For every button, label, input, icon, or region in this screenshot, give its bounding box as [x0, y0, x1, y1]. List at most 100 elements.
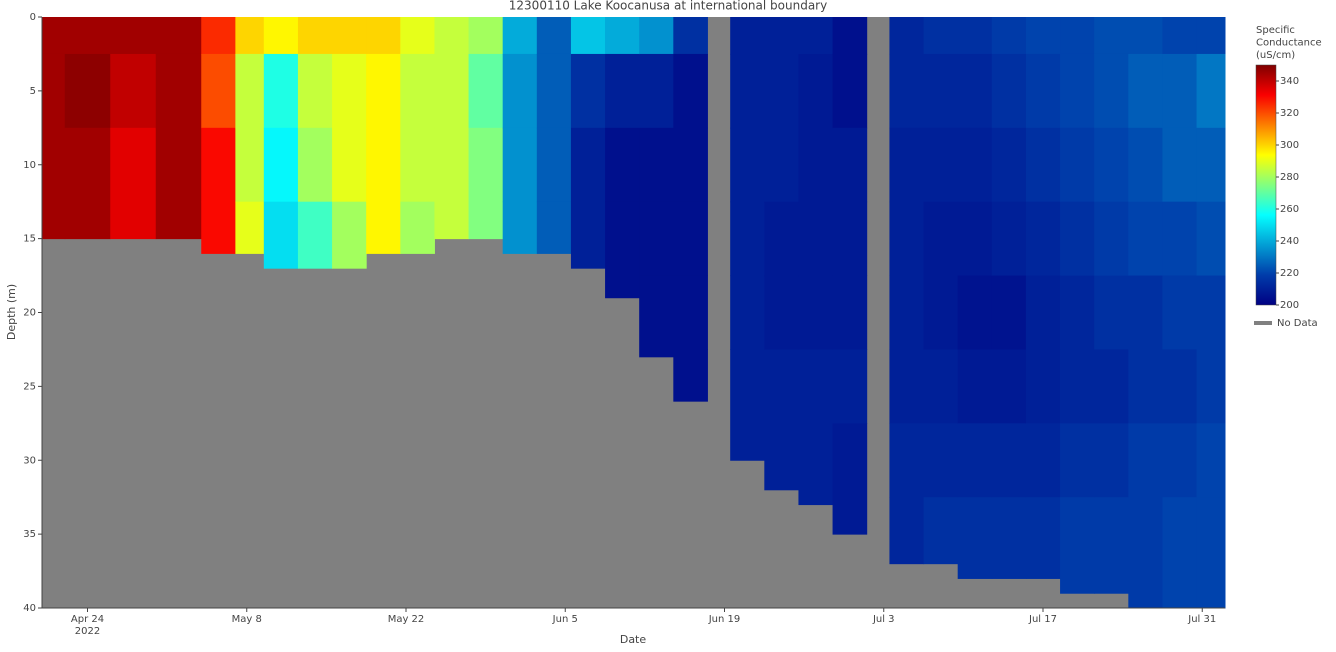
heat-cell: [764, 17, 799, 55]
heat-cell: [1094, 497, 1129, 594]
heat-cell: [673, 53, 708, 129]
heat-cell: [1060, 127, 1095, 203]
heat-cell: [764, 201, 799, 277]
heat-cell: [730, 275, 765, 350]
heat-cell: [1094, 53, 1129, 129]
heat-cell: [798, 53, 834, 129]
heat-cell: [798, 423, 834, 506]
legend-label: No Data: [1277, 318, 1318, 329]
heat-cell: [297, 17, 333, 55]
heat-cell: [1025, 127, 1061, 203]
colorbar-tick-label: 340: [1280, 76, 1299, 87]
colorbar-tick-label: 260: [1280, 204, 1299, 215]
heat-cell: [400, 201, 435, 254]
colorbar-tick-label: 220: [1280, 268, 1299, 279]
heat-cell: [1060, 423, 1095, 498]
heat-cell: [1162, 349, 1198, 424]
heat-cell: [1162, 201, 1198, 277]
heat-cell: [889, 497, 925, 565]
heat-cell: [155, 53, 202, 129]
heat-cell: [235, 201, 265, 254]
colorbar-tick-label: 300: [1280, 140, 1299, 151]
heat-cell: [730, 17, 765, 55]
heat-cell: [991, 127, 1027, 203]
heat-cell: [1128, 275, 1163, 350]
heat-cell: [605, 53, 640, 129]
y-tick-label: 20: [23, 308, 36, 319]
heat-cell: [201, 127, 236, 203]
heat-cell: [1196, 53, 1226, 129]
heat-cell: [1025, 201, 1061, 277]
heat-cell: [957, 201, 993, 277]
heat-cell: [1128, 349, 1163, 424]
heat-cell: [468, 17, 504, 55]
heat-cell: [366, 201, 401, 254]
heat-cell: [502, 17, 538, 55]
heat-cell: [798, 201, 834, 277]
x-tick-label: Jun 19: [708, 614, 741, 625]
heat-cell: [536, 53, 572, 129]
x-tick-label: Jul 31: [1187, 614, 1216, 625]
heat-cell: [832, 53, 868, 129]
heat-cell: [536, 201, 572, 254]
heat-cell: [332, 201, 367, 269]
heat-cell: [991, 53, 1027, 129]
heat-cell: [1094, 127, 1129, 203]
heat-cell: [798, 349, 834, 424]
heat-cell: [605, 201, 640, 299]
heat-cell: [434, 17, 470, 55]
heat-cell: [42, 53, 66, 129]
heat-cell: [889, 423, 925, 498]
heat-cell: [468, 53, 504, 129]
heat-cell: [263, 201, 299, 269]
heat-cell: [798, 127, 834, 203]
heat-cell: [1128, 127, 1163, 203]
heat-cell: [639, 53, 674, 129]
heat-cell: [673, 275, 708, 350]
heat-cell: [991, 423, 1027, 498]
heat-cell: [957, 497, 993, 579]
heat-cell: [502, 53, 538, 129]
x-tick-label: Jul 3: [872, 614, 895, 625]
heat-cell: [832, 17, 868, 55]
y-tick-label: 15: [23, 234, 36, 245]
y-tick-label: 30: [23, 455, 36, 466]
heat-cell: [110, 17, 157, 55]
heat-cell: [366, 53, 401, 129]
y-tick-label: 0: [30, 12, 36, 23]
heat-cell: [502, 127, 538, 203]
heat-cell: [639, 275, 674, 358]
heat-cell: [297, 53, 333, 129]
heat-cell: [110, 127, 157, 240]
heat-cell: [42, 127, 66, 240]
heat-cell: [570, 53, 606, 129]
heat-cell: [832, 127, 868, 203]
heat-cell: [889, 127, 925, 203]
heat-cell: [263, 53, 299, 129]
heat-cell: [1128, 497, 1163, 609]
heat-cell: [1128, 17, 1163, 55]
heat-cell: [957, 275, 993, 350]
heat-cell: [923, 349, 959, 424]
heat-cell: [1094, 275, 1129, 350]
x-tick-label: May 8: [232, 614, 262, 625]
heat-cell: [605, 17, 640, 55]
heat-cell: [923, 53, 959, 129]
heat-cell: [889, 349, 925, 424]
heat-cell: [764, 349, 799, 424]
colorbar-tick-label: 200: [1280, 300, 1299, 311]
heat-cell: [1060, 275, 1095, 350]
heat-cell: [570, 201, 606, 269]
y-tick-label: 35: [23, 529, 36, 540]
heat-cell: [957, 17, 993, 55]
heat-cell: [1094, 201, 1129, 277]
heat-cell: [1196, 17, 1226, 55]
heat-cell: [764, 127, 799, 203]
heat-cell: [730, 53, 765, 129]
colorbar-tick-label: 320: [1280, 108, 1299, 119]
heat-cell: [536, 17, 572, 55]
x-year-label: 2022: [75, 626, 100, 637]
x-tick-label: Jun 5: [552, 614, 578, 625]
heat-cell: [923, 201, 959, 277]
heat-cell: [400, 53, 435, 129]
